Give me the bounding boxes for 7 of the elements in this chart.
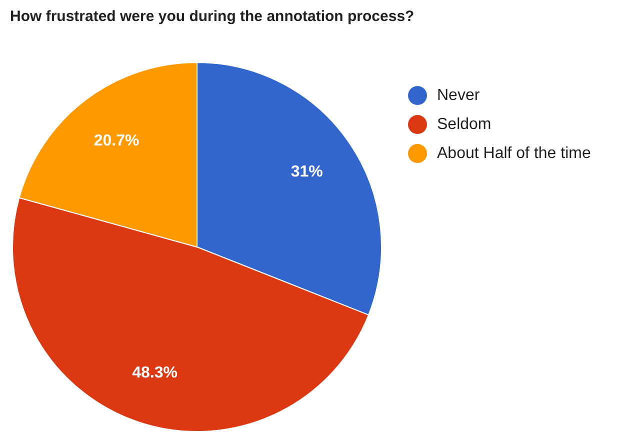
data-label: 20.7% (94, 132, 140, 150)
data-label: 31% (290, 164, 323, 181)
chart-title: How frustrated were you during the annotation process? (10, 8, 414, 25)
legend-label: About Half of the time (437, 144, 591, 164)
legend-label: Seldom (437, 115, 492, 135)
legend-label: Never (437, 86, 480, 106)
data-label: 48.3% (132, 364, 178, 382)
